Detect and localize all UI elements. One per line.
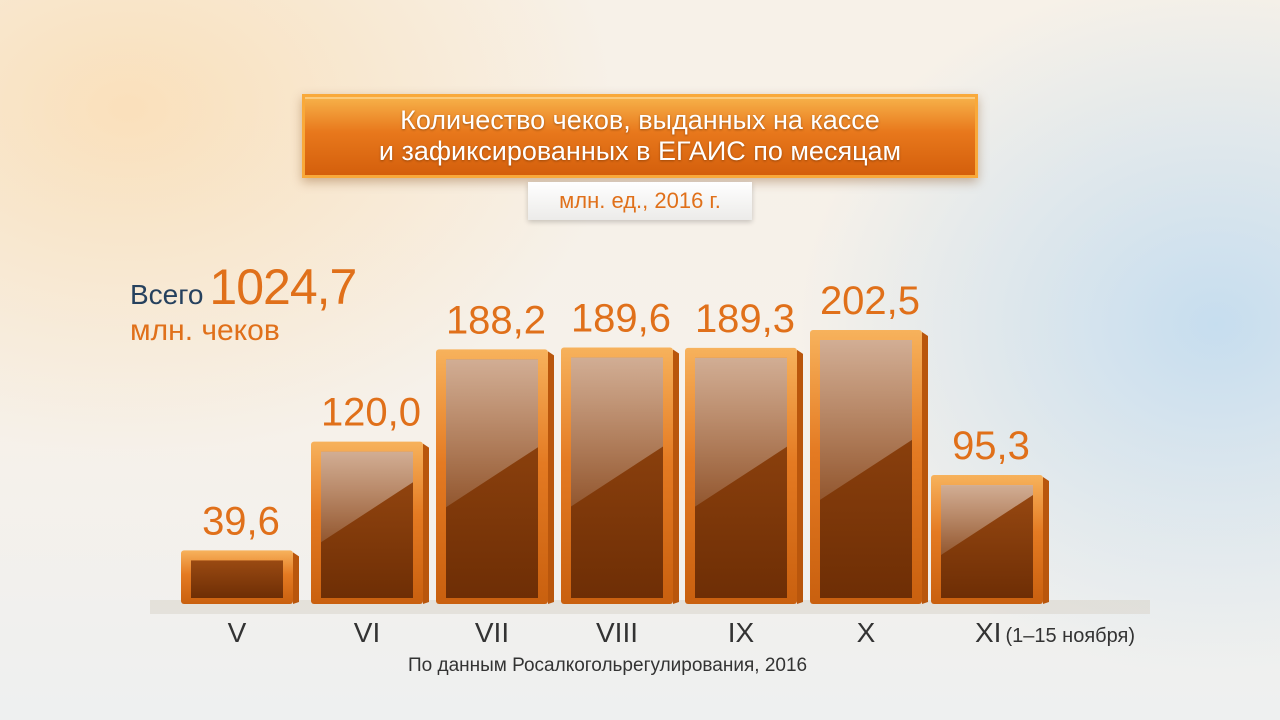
bar-side-VI [423,443,429,604]
category-label-XI: XI (1–15 ноября) [975,617,1135,648]
chart-title: Количество чеков, выданных на кассе и за… [302,94,978,178]
bar-VII [436,349,554,604]
bar-VI [311,441,429,604]
category-note-XI: (1–15 ноября) [1005,625,1135,647]
bar-shine-IX [695,357,787,507]
value-label-XI: 95,3 [952,424,1030,468]
value-label-VIII: 189,6 [571,296,671,340]
category-label-V: V [228,617,247,648]
chart-subtitle-text: млн. ед., 2016 г. [559,188,721,213]
bar-side-XI [1043,477,1049,604]
chart-subtitle: млн. ед., 2016 г. [528,182,752,220]
total-row: Всего 1024,7 [130,259,357,315]
bar-side-V [293,552,299,604]
bar-side-X [922,332,928,604]
total-unit: млн. чеков [130,314,280,347]
category-label-VII: VII [475,617,509,648]
total-value: 1024,7 [209,259,357,315]
chart-title-line-2: и зафиксированных в ЕГАИС по месяцам [378,136,902,166]
bar-shine-XI [941,485,1033,555]
total-prefix: Всего [130,279,204,310]
category-label-VI: VI [354,617,380,648]
bar-XI [931,475,1049,604]
bars-group: 39,6 V 120,0 VI 188,2 VII 189,6 VIII 189,3 IX 202,… [181,279,1135,648]
bar-shine-VIII [571,357,663,507]
total-block: Всего 1024,7 млн. чеков [130,259,357,347]
category-label-VIII: VIII [596,617,638,648]
bar-V [181,550,299,604]
source-note: По данным Росалкогольрегулирования, 2016 [408,655,808,676]
value-label-V: 39,6 [202,499,280,543]
chart-title-line-1: Количество чеков, выданных на кассе [400,105,880,135]
bar-shine-X [820,340,912,500]
value-label-VI: 120,0 [321,391,421,435]
value-label-VII: 188,2 [446,298,546,342]
value-label-IX: 189,3 [695,297,795,341]
bar-IX [685,347,803,604]
category-label-X: X [857,617,876,648]
bar-side-VIII [673,349,679,604]
bar-X [810,330,928,604]
value-label-X: 202,5 [820,279,920,323]
bar-side-IX [797,349,803,604]
bar-face-V [191,560,283,598]
bar-shine-VI [321,451,413,543]
bar-shine-VII [446,359,538,508]
category-label-IX: IX [728,617,755,648]
bar-side-VII [548,351,554,604]
bar-VIII [561,347,679,604]
